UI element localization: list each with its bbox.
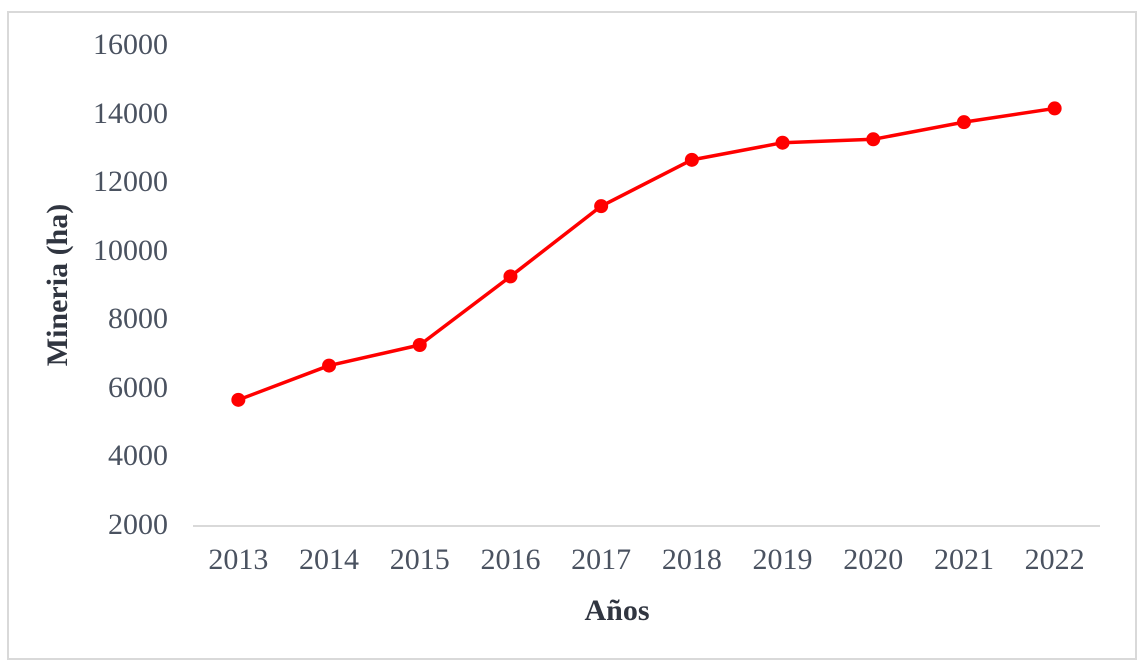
series-line — [236, 106, 1057, 402]
data-point-marker — [412, 338, 427, 352]
y-axis-tick-label: 2000 — [108, 508, 168, 541]
x-axis-tick-label: 2020 — [843, 543, 904, 576]
data-point-marker — [594, 199, 609, 214]
x-axis-title: Años — [584, 594, 650, 627]
y-axis-tick-label: 8000 — [108, 302, 168, 336]
y-axis-tick-label: 12000 — [93, 165, 168, 199]
data-point-marker — [322, 358, 337, 373]
x-axis-tick-label: 2017 — [571, 543, 632, 576]
x-axis-tick-label: 2013 — [208, 543, 269, 576]
x-axis-tick-label: 2014 — [299, 543, 360, 576]
x-axis-tick-label: 2018 — [661, 543, 722, 576]
y-axis-tick-label: 6000 — [108, 370, 168, 404]
data-point-marker — [866, 132, 881, 147]
y-axis-tick-label: 10000 — [93, 233, 168, 267]
y-axis-title: Mineria (ha) — [41, 203, 74, 367]
y-axis-tick-label: 14000 — [93, 96, 168, 130]
x-axis-tick-label: 2022 — [1024, 543, 1085, 576]
data-point-marker — [231, 392, 246, 407]
data-point-marker — [684, 152, 699, 167]
data-point-marker — [956, 115, 971, 130]
x-axis-tick-label: 2019 — [752, 543, 813, 576]
x-axis-tick-label: 2021 — [933, 543, 994, 576]
y-axis-tick-label: 4000 — [108, 439, 168, 473]
x-axis-tick-label: 2015 — [389, 543, 450, 576]
data-point-marker — [503, 269, 518, 284]
y-axis-tick-label: 16000 — [93, 28, 168, 61]
x-axis-tick-label: 2016 — [480, 543, 541, 576]
data-point-marker — [1047, 101, 1062, 116]
data-point-marker — [775, 135, 790, 150]
